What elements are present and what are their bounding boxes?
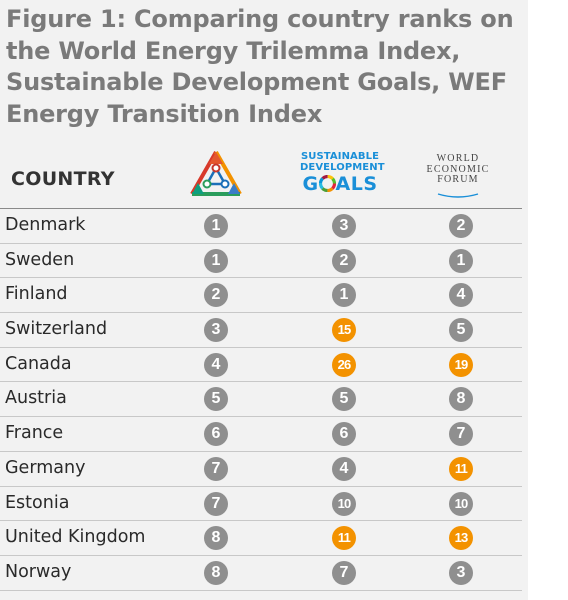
sdg-rank-badge: 2 (332, 248, 356, 273)
figure-panel: Figure 1: Comparing country ranks on the… (0, 0, 528, 600)
sdg-logo-line2: DEVELOPMENT (300, 162, 385, 173)
country-name: Canada (5, 353, 72, 374)
country-name: Germany (5, 457, 86, 478)
sdg-rank-badge: 7 (332, 560, 356, 585)
country-name: Estonia (5, 492, 70, 513)
sdg-color-wheel-icon (318, 175, 336, 192)
trilemma-rank-badge: 8 (204, 560, 228, 585)
wef-rank-badge: 11 (449, 456, 473, 481)
table-row: France 6 6 7 (0, 417, 522, 452)
sdg-logo-goals-g: G (302, 173, 319, 195)
trilemma-rank-badge: 1 (204, 214, 228, 238)
sdg-rank-badge: 5 (332, 387, 356, 412)
sdg-rank-badge: 26 (332, 352, 356, 377)
country-name: United Kingdom (5, 527, 146, 548)
wef-rank-badge: 5 (449, 318, 473, 343)
sdg-rank-badge: 15 (332, 318, 356, 343)
trilemma-rank-badge: 4 (204, 352, 228, 377)
wef-rank-badge: 7 (449, 422, 473, 447)
wef-logo-line3: FORUM (437, 174, 479, 185)
table-row: Canada 4 26 19 (0, 348, 522, 383)
country-name: Switzerland (5, 319, 108, 340)
table-row: Switzerland 3 15 5 (0, 313, 522, 348)
wef-rank-badge: 13 (449, 526, 473, 551)
trilemma-rank-badge: 6 (204, 422, 228, 447)
sdg-rank-badge: 3 (332, 214, 356, 238)
trilemma-rank-badge: 3 (204, 318, 228, 343)
country-name: France (5, 423, 64, 444)
trilemma-rank-badge: 2 (204, 283, 228, 308)
trilemma-triangle-logo-icon (190, 151, 242, 196)
sdg-rank-badge: 1 (332, 283, 356, 308)
country-name: Denmark (5, 215, 86, 235)
table-row: Austria 5 5 8 (0, 382, 522, 418)
table-row: United Kingdom 8 11 13 (0, 521, 522, 556)
wef-rank-badge: 10 (449, 491, 473, 516)
sdg-logo-goals-rest: ALS (335, 173, 378, 195)
wef-logo: WORLD ECONOMIC FORUM (418, 153, 498, 204)
table-row: Denmark 1 3 2 (0, 209, 522, 244)
table-row: Estonia 7 10 10 (0, 487, 522, 522)
country-name: Sweden (5, 249, 75, 270)
table-row: Germany 7 4 11 (0, 452, 522, 487)
sdg-logo: SUSTAINABLE DEVELOPMENT G ALS (300, 151, 385, 195)
sdg-logo-goals: G ALS (300, 173, 380, 195)
country-name: Finland (5, 284, 68, 305)
wef-rank-badge: 2 (449, 214, 473, 238)
wef-rank-badge: 4 (449, 283, 473, 308)
wef-rank-badge: 19 (449, 352, 473, 377)
table-row: Finland 2 1 4 (0, 278, 522, 314)
trilemma-rank-badge: 8 (204, 526, 228, 551)
trilemma-rank-badge: 1 (204, 248, 228, 273)
trilemma-rank-badge: 7 (204, 491, 228, 516)
trilemma-rank-badge: 5 (204, 387, 228, 412)
ranking-table: Denmark 1 3 2 Sweden 1 2 1 Finland 2 1 4 Switzerland… (0, 209, 522, 591)
sdg-rank-badge: 4 (332, 456, 356, 481)
wef-rank-badge: 8 (449, 387, 473, 412)
wef-rank-badge: 1 (449, 248, 473, 273)
sdg-rank-badge: 11 (332, 526, 356, 551)
country-name: Norway (5, 561, 72, 582)
wef-logo-line1: WORLD (436, 153, 480, 164)
trilemma-rank-badge: 7 (204, 456, 228, 481)
figure-title: Figure 1: Comparing country ranks on the… (6, 5, 514, 128)
wef-logo-line2: ECONOMIC (426, 163, 490, 175)
sdg-rank-badge: 10 (332, 491, 356, 516)
table-header: COUNTRY SUSTAINABLE DEVELOPMENT G (0, 146, 522, 209)
table-row: Norway 8 7 3 (0, 556, 522, 591)
wef-swoosh-icon (437, 192, 479, 198)
table-row: Sweden 1 2 1 (0, 244, 522, 279)
sdg-logo-line1: SUSTAINABLE (300, 151, 380, 162)
sdg-rank-badge: 6 (332, 422, 356, 447)
wef-rank-badge: 3 (449, 560, 473, 585)
country-name: Austria (5, 388, 67, 409)
country-column-header: COUNTRY (11, 168, 115, 190)
